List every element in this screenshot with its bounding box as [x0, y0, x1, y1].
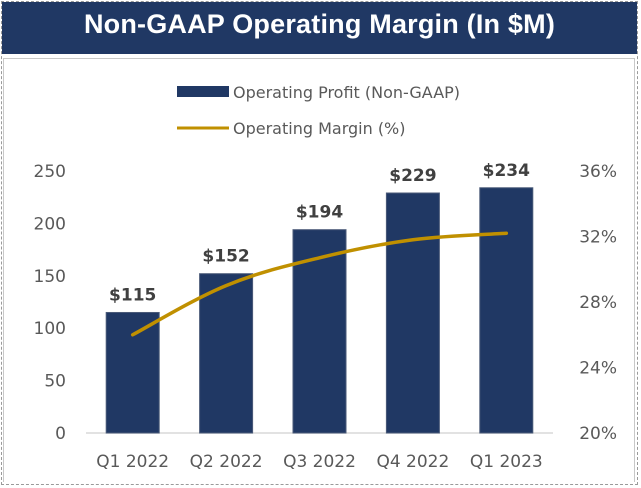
x-tick-label: Q1 2022	[96, 452, 169, 472]
legend-label-operating-profit: Operating Profit (Non-GAAP)	[233, 83, 460, 102]
legend-label-operating-margin: Operating Margin (%)	[233, 119, 406, 138]
left-axis: 0 50 100 150 200 250	[34, 162, 66, 444]
bar	[105, 311, 160, 434]
right-tick-label: 36%	[579, 162, 617, 182]
x-axis: Q1 2022 Q2 2022 Q3 2022 Q4 2022 Q1 2023	[96, 452, 542, 472]
bar	[292, 229, 347, 434]
x-tick-label: Q3 2022	[283, 452, 356, 472]
bar	[385, 192, 440, 434]
chart-area-border	[3, 58, 635, 482]
left-tick-label: 200	[34, 214, 66, 234]
bar	[199, 273, 254, 434]
bar-data-label: $229	[389, 166, 436, 186]
right-tick-label: 20%	[579, 424, 617, 444]
operating-margin-line	[130, 231, 509, 337]
bar-series	[105, 187, 534, 434]
bar	[479, 187, 534, 434]
left-tick-label: 100	[34, 319, 66, 339]
legend: Operating Profit (Non-GAAP) Operating Ma…	[177, 83, 460, 138]
right-tick-label: 32%	[579, 228, 617, 248]
right-tick-label: 28%	[579, 293, 617, 313]
right-axis: 20% 24% 28% 32% 36%	[579, 162, 617, 444]
data-labels: $115 $152 $194 $229 $234	[109, 161, 530, 306]
legend-swatch-operating-profit	[177, 86, 229, 97]
left-tick-label: 50	[44, 372, 66, 392]
left-tick-label: 0	[55, 424, 66, 444]
x-tick-label: Q4 2022	[376, 452, 449, 472]
x-tick-label: Q1 2023	[470, 452, 543, 472]
chart-title: Non-GAAP Operating Margin (In $M)	[83, 8, 556, 39]
title-bar: Non-GAAP Operating Margin (In $M)	[2, 2, 637, 54]
right-tick-label: 24%	[579, 359, 617, 379]
left-tick-label: 250	[34, 162, 66, 182]
x-tick-label: Q2 2022	[190, 452, 263, 472]
left-tick-label: 150	[34, 267, 66, 287]
bar-data-label: $115	[109, 285, 156, 305]
bar-data-label: $152	[202, 247, 249, 267]
bar-data-label: $194	[296, 203, 343, 223]
bar-data-label: $234	[483, 161, 530, 181]
